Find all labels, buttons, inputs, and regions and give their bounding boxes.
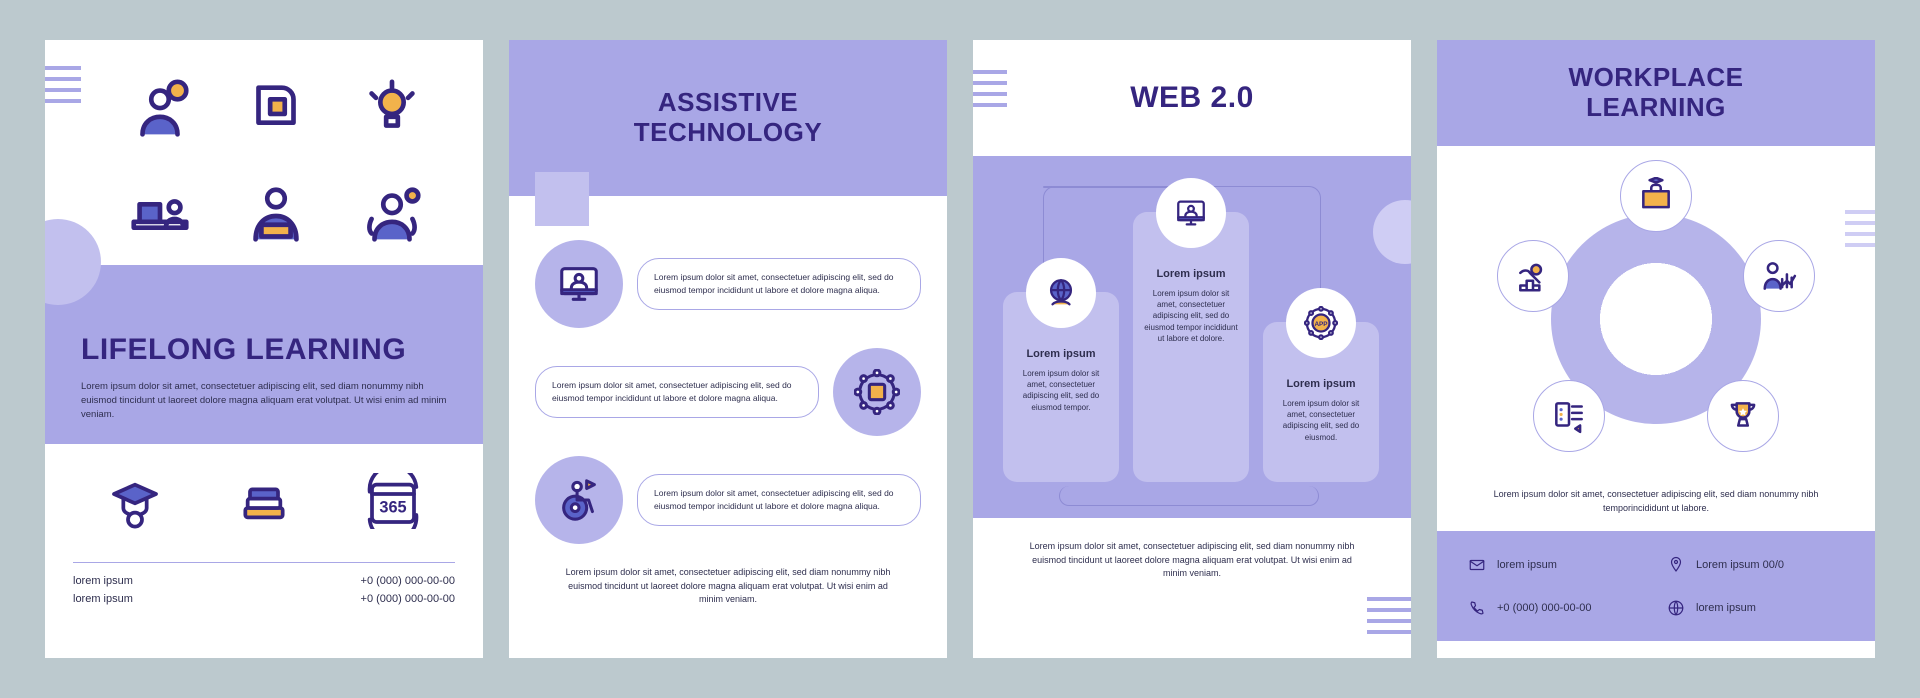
panel3-col: Lorem ipsum Lorem ipsum dolor sit amet, … [1133,212,1249,482]
phone-icon [1467,598,1487,618]
panel-lifelong-learning: LIFELONG LEARNING Lorem ipsum dolor sit … [45,40,483,658]
contact-item: Lorem ipsum 00/0 [1666,549,1845,580]
chip-network-icon [833,348,921,436]
panel1-top-icons [45,40,483,265]
footer-phone: +0 (000) 000-00-00 [361,575,455,587]
panel-assistive-technology: ASSISTIVE TECHNOLOGY Lorem ipsum dolor s… [509,40,947,658]
app-network-icon [1286,288,1356,358]
panel1-title: LIFELONG LEARNING [81,333,447,368]
panel-web20: WEB 2.0 Lorem ipsum Lorem ipsum dolor si… [973,40,1411,658]
decor-circle [1373,200,1411,264]
trophy-star-icon [1707,380,1779,452]
connector-line [1059,486,1319,506]
panel2-header: ASSISTIVE TECHNOLOGY [509,40,947,196]
panel3-col-heading: Lorem ipsum [1273,378,1369,390]
wheelchair-grad-icon [535,456,623,544]
panel2-footer-text: Lorem ipsum dolor sit amet, consectetuer… [509,550,947,607]
pin-icon [1666,555,1686,575]
panel1-illustration-area [45,40,483,265]
globe-hand-icon [1026,258,1096,328]
globe-icon [1666,598,1686,618]
grad-briefcase-icon [1620,160,1692,232]
panel1-footer: lorem ipsum lorem ipsum +0 (000) 000-00-… [73,562,455,605]
checklist-flag-icon [1533,380,1605,452]
panel3-col: Lorem ipsum Lorem ipsum dolor sit amet, … [1263,322,1379,482]
mail-icon [1467,555,1487,575]
contact-text: +0 (000) 000-00-00 [1497,602,1591,614]
calendar-365-icon [365,473,421,529]
panel2-row-text: Lorem ipsum dolor sit amet, consectetuer… [535,366,819,418]
contact-text: lorem ipsum [1497,559,1557,571]
hand-coin-steps-icon [1497,240,1569,312]
panel1-bottom-icons [45,444,483,546]
person-growth-icon [1743,240,1815,312]
lightbulb-icon [350,76,434,146]
footer-text: lorem ipsum [73,575,133,587]
contact-item: +0 (000) 000-00-00 [1467,592,1646,623]
panel3-col: Lorem ipsum Lorem ipsum dolor sit amet, … [1003,292,1119,482]
reading-person-icon [234,181,318,251]
panel4-header: WORKPLACE LEARNING [1437,40,1875,146]
panel3-col-heading: Lorem ipsum [1013,348,1109,360]
contact-text: Lorem ipsum 00/0 [1696,559,1784,571]
panel2-row: Lorem ipsum dolor sit amet, consectetuer… [535,240,921,328]
panel3-title: WEB 2.0 [1130,81,1254,116]
panel2-rows: Lorem ipsum dolor sit amet, consectetuer… [509,196,947,550]
panel4-contact-footer: lorem ipsum Lorem ipsum 00/0 +0 (000) 00… [1437,531,1875,641]
decor-stripes [973,70,1007,107]
panel3-col-text: Lorem ipsum dolor sit amet, consectetuer… [1013,368,1109,413]
panel2-row-text: Lorem ipsum dolor sit amet, consectetuer… [637,474,921,526]
panel3-col-text: Lorem ipsum dolor sit amet, consectetuer… [1273,398,1369,443]
panel3-body: Lorem ipsum Lorem ipsum dolor sit amet, … [973,156,1411,518]
panel3-col-heading: Lorem ipsum [1143,268,1239,280]
footer-phone: +0 (000) 000-00-00 [361,593,455,605]
panel2-row: Lorem ipsum dolor sit amet, consectetuer… [535,348,921,436]
stacked-books-icon [236,473,292,529]
decor-stripes [1367,597,1411,634]
screen-presenter-icon [1156,178,1226,248]
panel4-cycle-diagram [1437,154,1875,484]
panel2-row-text: Lorem ipsum dolor sit amet, consectetuer… [637,258,921,310]
panel4-title: WORKPLACE LEARNING [1569,63,1744,123]
idea-person-icon [350,181,434,251]
desk-person-icon [118,181,202,251]
panel4-desc: Lorem ipsum dolor sit amet, consectetuer… [1437,484,1875,515]
contact-item: lorem ipsum [1666,592,1845,623]
panel3-footer-text: Lorem ipsum dolor sit amet, consectetuer… [973,518,1411,581]
panel3-header: WEB 2.0 [973,40,1411,156]
contact-item: lorem ipsum [1467,549,1646,580]
panel1-body: Lorem ipsum dolor sit amet, consectetuer… [81,380,447,423]
decor-stripes [553,40,590,74]
footer-text: lorem ipsum [73,593,133,605]
contact-text: lorem ipsum [1696,602,1756,614]
puzzle-head-icon [234,76,318,146]
graduate-icon [107,473,163,529]
panel2-title: ASSISTIVE TECHNOLOGY [634,88,822,148]
decor-square [535,172,589,226]
decor-stripes [1437,74,1467,111]
panel-workplace-learning: WORKPLACE LEARNING Lorem ipsum dolor sit… [1437,40,1875,658]
monitor-person-icon [535,240,623,328]
thinking-person-icon [118,76,202,146]
panel1-title-block: LIFELONG LEARNING Lorem ipsum dolor sit … [45,265,483,444]
panel3-col-text: Lorem ipsum dolor sit amet, consectetuer… [1143,288,1239,344]
panel2-row: Lorem ipsum dolor sit amet, consectetuer… [535,456,921,544]
